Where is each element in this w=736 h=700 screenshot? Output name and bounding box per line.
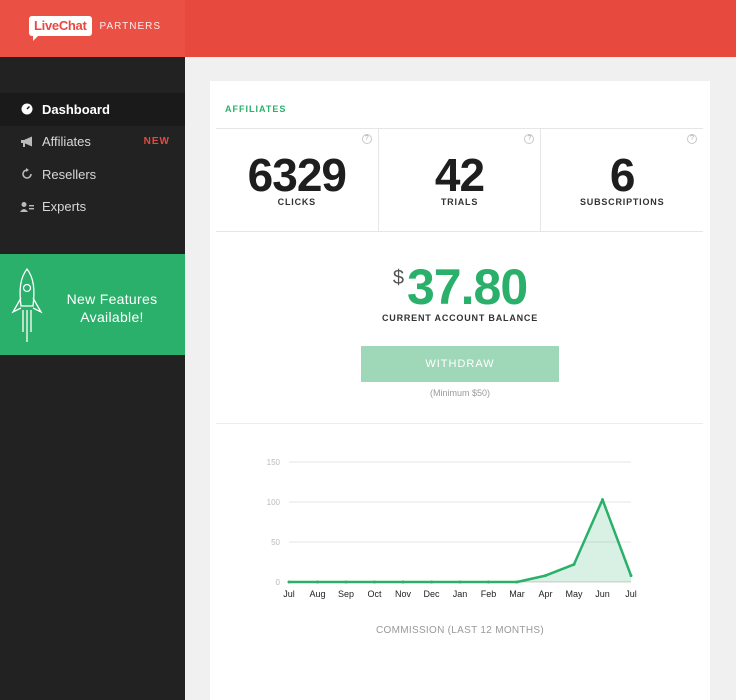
data-point [344, 580, 348, 584]
promo-text: New Features Available! [56, 290, 168, 326]
stat-subscriptions: ? 6 SUBSCRIPTIONS [541, 129, 703, 231]
sidebar-item-label: Dashboard [42, 101, 110, 117]
megaphone-icon [20, 135, 34, 149]
expert-icon [20, 200, 34, 214]
x-tick-label: Feb [481, 589, 497, 599]
x-tick-label: Jul [283, 589, 295, 599]
stat-trials: ? 42 TRIALS [379, 129, 542, 231]
sidebar: Dashboard Affiliates NEW Resellers Exper… [0, 57, 185, 700]
logo-text: LiveChat [29, 16, 92, 41]
livechat-logo[interactable]: LiveChat PARTNERS [29, 15, 162, 41]
new-features-promo[interactable]: New Features Available! [0, 254, 185, 355]
sidebar-item-dashboard[interactable]: Dashboard [0, 93, 185, 126]
x-tick-label: Aug [309, 589, 325, 599]
data-point [373, 580, 376, 584]
stat-label: SUBSCRIPTIONS [579, 197, 665, 207]
data-point [601, 498, 604, 502]
data-point [629, 574, 633, 578]
stat-value: 42 [434, 149, 485, 201]
commission-chart: 0 50 100 150 Jul Aug Sep Oct Nov Dec Jan Feb Mar Apr M… [267, 458, 637, 599]
data-point [458, 580, 462, 584]
rocket-icon [11, 267, 43, 342]
new-badge: NEW [143, 136, 170, 148]
x-tick-label: Jul [625, 589, 637, 599]
withdraw-button[interactable]: WITHDRAW [361, 346, 559, 382]
y-tick-label: 100 [267, 498, 281, 507]
x-tick-label: Jun [595, 589, 610, 599]
sidebar-item-label: Resellers [42, 166, 97, 182]
data-point [515, 580, 519, 584]
divider [216, 423, 703, 424]
sidebar-item-label: Experts [42, 199, 87, 215]
dashboard-card: AFFILIATES ? 6329 CLICKS ? 42 TRIALS ? 6… [210, 81, 710, 700]
dashboard-icon [20, 102, 34, 116]
help-icon[interactable]: ? [687, 134, 698, 144]
help-icon[interactable]: ? [361, 134, 372, 144]
data-point [316, 580, 319, 584]
x-tick-label: May [565, 589, 583, 599]
promo-line-2: Available! [80, 309, 144, 325]
data-point [544, 574, 547, 578]
stat-value: 6329 [247, 149, 347, 201]
balance-amount: 37.80 [407, 259, 528, 315]
stats-row: ? 6329 CLICKS ? 42 TRIALS ? 6 SUBSCRIPTI… [216, 128, 703, 232]
y-tick-label: 0 [276, 578, 281, 587]
x-tick-label: Dec [423, 589, 440, 599]
logo-area: LiveChat PARTNERS [0, 0, 185, 57]
y-tick-label: 150 [267, 458, 281, 467]
stat-value: 6 [609, 149, 636, 201]
sidebar-item-affiliates[interactable]: Affiliates NEW [0, 126, 185, 159]
account-balance: $37.80 [210, 259, 710, 315]
x-tick-label: Sep [338, 589, 354, 599]
balance-label: CURRENT ACCOUNT BALANCE [381, 313, 539, 323]
x-tick-label: Jan [453, 589, 468, 599]
sidebar-item-experts[interactable]: Experts [0, 191, 185, 224]
sidebar-item-label: Affiliates [42, 134, 91, 150]
refresh-icon [20, 167, 34, 181]
minimum-note: (Minimum $50) [429, 388, 490, 398]
x-tick-label: Oct [367, 589, 382, 599]
promo-line-1: New Features [66, 291, 158, 307]
data-point [430, 580, 433, 584]
stat-label: TRIALS [440, 197, 479, 207]
help-icon[interactable]: ? [524, 134, 535, 144]
sidebar-item-resellers[interactable]: Resellers [0, 158, 185, 191]
stat-label: CLICKS [277, 197, 316, 207]
section-title: AFFILIATES [225, 104, 287, 114]
top-header: LiveChat PARTNERS [0, 0, 736, 57]
x-tick-label: Apr [538, 589, 552, 599]
balance-currency: $ [392, 267, 404, 289]
sidebar-nav: Dashboard Affiliates NEW Resellers Exper… [0, 93, 185, 223]
logo-suffix: PARTNERS [99, 20, 162, 32]
commission-area [289, 499, 631, 582]
stat-clicks: ? 6329 CLICKS [216, 129, 379, 231]
x-tick-label: Mar [509, 589, 525, 599]
x-tick-label: Nov [395, 589, 412, 599]
y-tick-label: 50 [271, 538, 280, 547]
data-point [572, 562, 576, 566]
data-point [487, 580, 490, 584]
data-point [287, 580, 291, 584]
data-point [401, 580, 405, 584]
chart-caption: COMMISSION (LAST 12 MONTHS) [376, 625, 544, 636]
